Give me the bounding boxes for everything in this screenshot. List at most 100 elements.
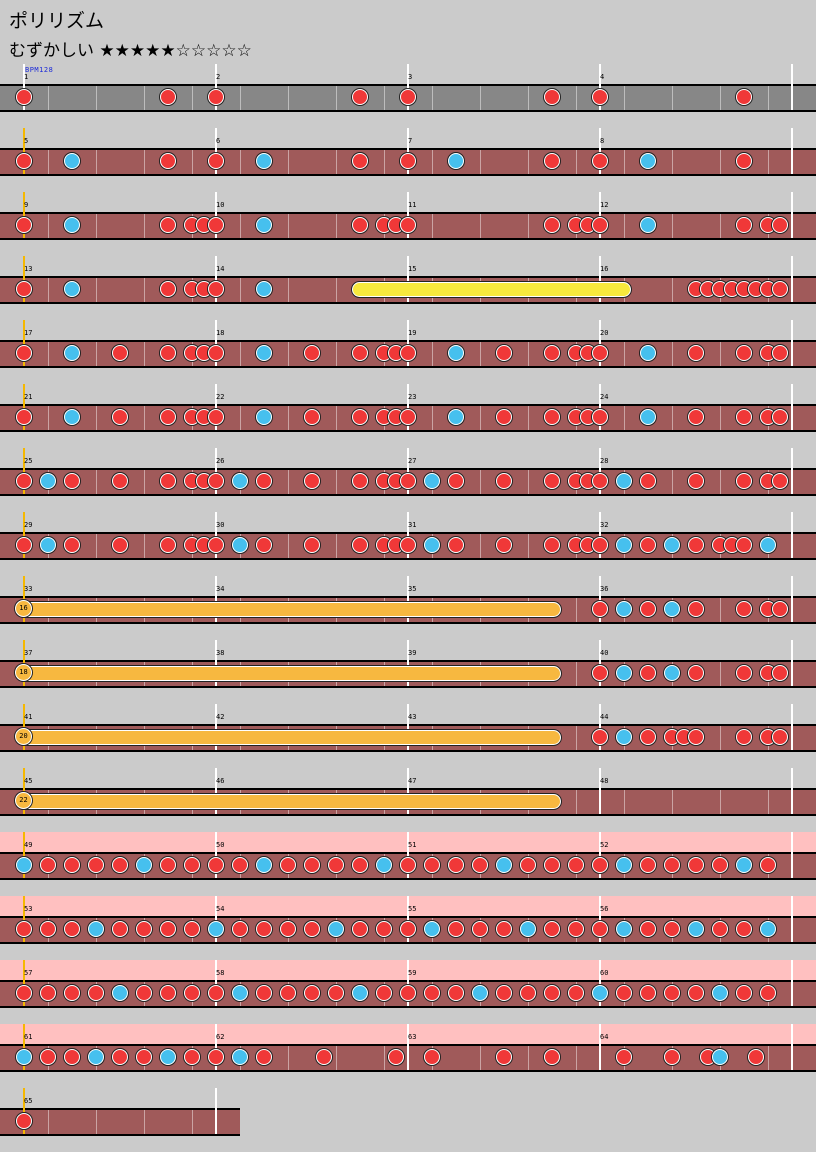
row-start-line (23, 512, 25, 558)
don-note (567, 921, 584, 937)
don-note (663, 985, 680, 1001)
don-note (591, 345, 608, 361)
don-note (447, 857, 464, 873)
don-note (351, 345, 368, 361)
don-note (207, 281, 224, 297)
chart-row: 1 2 3 4 (0, 64, 816, 128)
bar-line (215, 640, 217, 686)
don-note (279, 985, 296, 1001)
don-note (447, 473, 464, 489)
don-note (447, 537, 464, 553)
beat-line (768, 86, 769, 110)
don-note (15, 473, 32, 489)
bar-line (791, 640, 793, 686)
beat-line (720, 150, 721, 174)
measure-number: 25 (24, 457, 33, 465)
bar-line (215, 320, 217, 366)
balloon-count: 16 (15, 600, 32, 617)
bar-line (407, 384, 409, 430)
bar-line (791, 768, 793, 814)
beat-line (720, 598, 721, 622)
don-note (687, 537, 704, 553)
bar-line (599, 1024, 601, 1070)
don-note (111, 857, 128, 873)
don-note (543, 345, 560, 361)
don-note (207, 1049, 224, 1065)
measure-number: 52 (600, 841, 609, 849)
bar-line (407, 320, 409, 366)
don-note (495, 921, 512, 937)
don-note (663, 1049, 680, 1065)
beat-line (480, 534, 481, 558)
beat-line (144, 406, 145, 430)
don-note (255, 537, 272, 553)
don-note (111, 473, 128, 489)
beat-line (432, 86, 433, 110)
beat-line (96, 406, 97, 430)
ka-note (711, 985, 728, 1001)
ka-note (87, 1049, 104, 1065)
measure-number: 17 (24, 329, 33, 337)
bar-line (599, 448, 601, 494)
bar-line (407, 448, 409, 494)
beat-line (288, 150, 289, 174)
measure-number: 54 (216, 905, 225, 913)
beat-line (336, 406, 337, 430)
ka-note (135, 857, 152, 873)
measure-number: 16 (600, 265, 609, 273)
row-start-line (23, 640, 25, 686)
ka-note (15, 1049, 32, 1065)
balloon-roll (16, 794, 562, 809)
beat-line (432, 342, 433, 366)
don-note (615, 1049, 632, 1065)
don-note (15, 1113, 32, 1129)
bar-line (407, 1024, 409, 1070)
beat-line (768, 150, 769, 174)
difficulty-line: むずかしい ★★★★★☆☆☆☆☆ (9, 36, 252, 61)
bar-line (599, 896, 601, 942)
balloon-roll (16, 666, 562, 681)
measure-number: 4 (600, 73, 605, 81)
don-note (591, 857, 608, 873)
beat-line (672, 342, 673, 366)
beat-line (240, 86, 241, 110)
beat-line (624, 86, 625, 110)
row-start-line (23, 1088, 25, 1134)
don-note (351, 89, 368, 105)
don-note (231, 921, 248, 937)
don-note (207, 153, 224, 169)
ka-note (255, 281, 272, 297)
don-note (15, 153, 32, 169)
don-note (495, 1049, 512, 1065)
beat-line (576, 150, 577, 174)
bar-line (791, 896, 793, 942)
beat-line (336, 150, 337, 174)
beat-line (144, 214, 145, 238)
beat-line (48, 86, 49, 110)
beat-line (240, 278, 241, 302)
don-note (327, 857, 344, 873)
don-note (687, 729, 704, 745)
don-note (495, 409, 512, 425)
beat-line (288, 342, 289, 366)
bar-line (407, 64, 409, 110)
beat-line (192, 150, 193, 174)
don-note (663, 921, 680, 937)
measure-number: 40 (600, 649, 609, 657)
don-note (207, 473, 224, 489)
ka-note (39, 537, 56, 553)
ka-note (759, 921, 776, 937)
don-note (447, 921, 464, 937)
ka-note (231, 985, 248, 1001)
measure-number: 34 (216, 585, 225, 593)
measure-number: 28 (600, 457, 609, 465)
beat-line (144, 278, 145, 302)
ka-note (471, 985, 488, 1001)
don-note (159, 345, 176, 361)
don-note (687, 409, 704, 425)
bar-line (791, 256, 793, 302)
bar-line (599, 256, 601, 302)
don-note (111, 409, 128, 425)
bar-line (791, 320, 793, 366)
don-note (591, 409, 608, 425)
